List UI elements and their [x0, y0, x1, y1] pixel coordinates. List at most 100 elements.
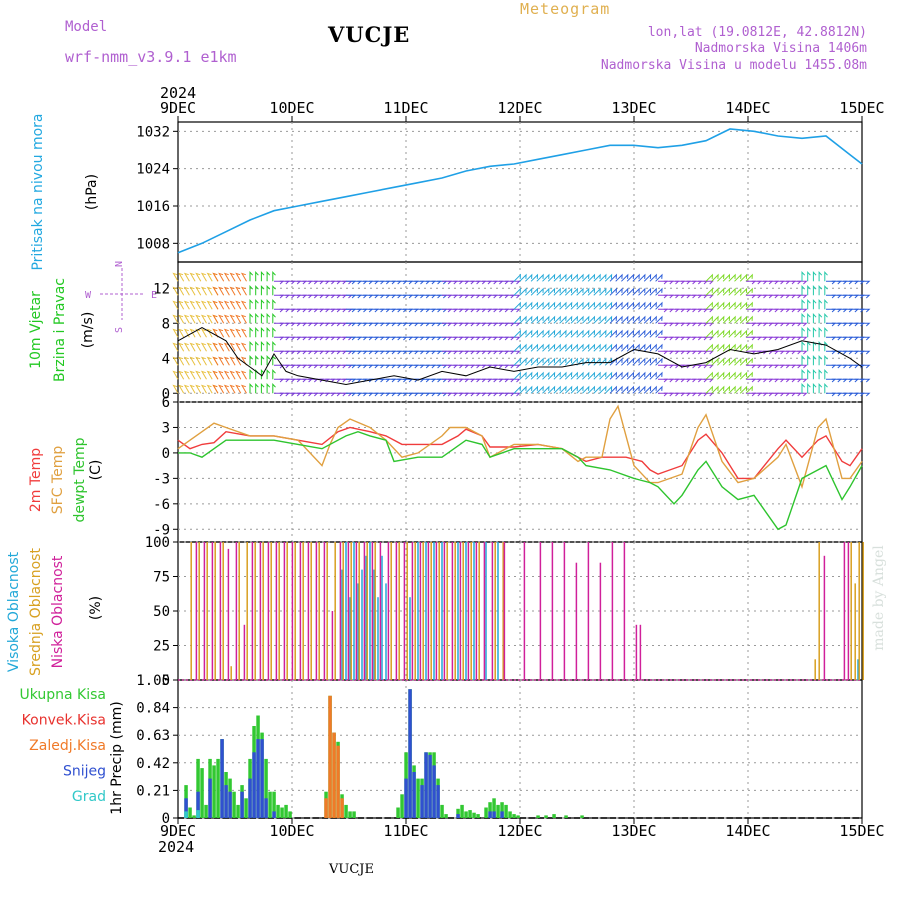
wind-barb — [513, 301, 521, 310]
wind-barb — [739, 371, 748, 380]
wind-barb — [860, 364, 871, 369]
wind-barb — [615, 329, 623, 338]
wind-barb — [178, 300, 185, 310]
wind-barb — [722, 371, 731, 380]
wind-barb — [223, 384, 230, 394]
wind-barb — [272, 341, 276, 352]
wind-barb — [705, 385, 713, 394]
wind-barb — [536, 329, 544, 338]
wind-barb — [609, 301, 617, 310]
precip-bar-precip_graupel — [196, 810, 200, 818]
x-tick-label-bottom: 13DEC — [611, 822, 656, 840]
wind-barb — [212, 286, 219, 296]
y-tick-label: 75 — [153, 570, 170, 586]
wind-barb — [519, 371, 527, 380]
precip-bar-precip_total — [468, 810, 472, 818]
wind-barb — [638, 315, 646, 324]
precip-bar-precip_total — [188, 807, 192, 818]
wind-barb — [745, 371, 753, 380]
wind-barb — [189, 342, 196, 352]
wind-barb — [260, 285, 265, 296]
wind-barb — [705, 371, 713, 380]
wind-barb — [510, 350, 521, 355]
wind-barb — [266, 355, 271, 366]
wind-barb — [807, 369, 811, 380]
wind-barb — [728, 273, 736, 282]
wind-barb — [255, 355, 259, 366]
wind-barb — [519, 287, 527, 296]
precip-bar-precip_snow — [240, 791, 244, 818]
wind-barb — [218, 356, 225, 366]
wind-barb — [530, 301, 539, 310]
precip-bar-precip_total — [488, 802, 492, 818]
wind-barb — [570, 287, 578, 296]
wind-barb — [711, 371, 719, 380]
model-label: Model — [65, 19, 108, 35]
wind-barb — [745, 343, 753, 352]
wind-barb — [801, 383, 806, 394]
wind-barb — [570, 371, 578, 380]
wind-barb — [807, 355, 811, 366]
wind-barb — [172, 370, 179, 380]
wind-barb — [536, 315, 544, 324]
wind-barb — [547, 357, 556, 366]
wind-barb — [229, 370, 236, 380]
precip-bar-precip_total — [484, 807, 488, 818]
wind-barb — [593, 329, 601, 338]
wind-barb — [734, 357, 742, 366]
wind-barb — [576, 315, 584, 324]
ylabel-cloud-low: Niska Oblacnost — [50, 555, 66, 668]
wind-barb — [223, 286, 230, 296]
wind-barb — [655, 329, 663, 338]
wind-barb — [717, 329, 725, 338]
wind-barb — [553, 315, 561, 324]
wind-barb — [643, 287, 652, 296]
wind-barb — [609, 385, 617, 394]
wind-barb — [547, 273, 556, 282]
wind-barb — [195, 370, 202, 380]
wind-barb — [172, 314, 179, 324]
wind-barb — [272, 313, 276, 324]
wind-barb — [559, 287, 567, 296]
wind-barb — [818, 271, 823, 282]
wind-barb — [519, 273, 527, 282]
wind-barb — [519, 385, 527, 394]
wind-barb — [801, 355, 806, 366]
wind-barb — [818, 285, 823, 296]
wind-barb — [812, 285, 817, 296]
wind-barb — [553, 301, 561, 310]
wind-barb — [229, 272, 236, 282]
x-tick-label-bottom: 9DEC — [160, 822, 196, 840]
precip-bar-precip_total — [416, 778, 420, 818]
wind-barb — [728, 287, 736, 296]
wind-barb — [178, 328, 185, 338]
wind-barb — [564, 357, 573, 366]
wind-barb — [223, 356, 230, 366]
wind-barb — [722, 385, 731, 394]
wind-barb — [212, 300, 219, 310]
wind-barb — [530, 343, 539, 352]
wind-barb — [797, 280, 808, 285]
wind-barb — [824, 369, 828, 380]
wind-barb — [510, 294, 521, 299]
wind-barb — [178, 356, 185, 366]
wind-barb — [599, 371, 607, 380]
wind-barb — [638, 287, 646, 296]
wind-barb — [172, 384, 179, 394]
wind-barb — [860, 350, 871, 355]
wind-barb — [604, 385, 613, 394]
wind-barb — [235, 300, 242, 310]
wind-barb — [705, 301, 713, 310]
wind-barb — [705, 273, 713, 282]
precip-bar-precip_total — [204, 804, 208, 818]
precip-bar-precip_total — [212, 765, 216, 818]
wind-barb — [587, 287, 596, 296]
watermark: made by Angel — [871, 545, 887, 651]
wind-barb — [212, 328, 219, 338]
wind-barb — [717, 301, 725, 310]
y-tick-label: 0 — [162, 446, 170, 462]
wind-barb — [711, 301, 719, 310]
wind-barb — [559, 315, 567, 324]
wind-barb — [249, 271, 254, 282]
station-title: VUCJE — [328, 22, 411, 47]
